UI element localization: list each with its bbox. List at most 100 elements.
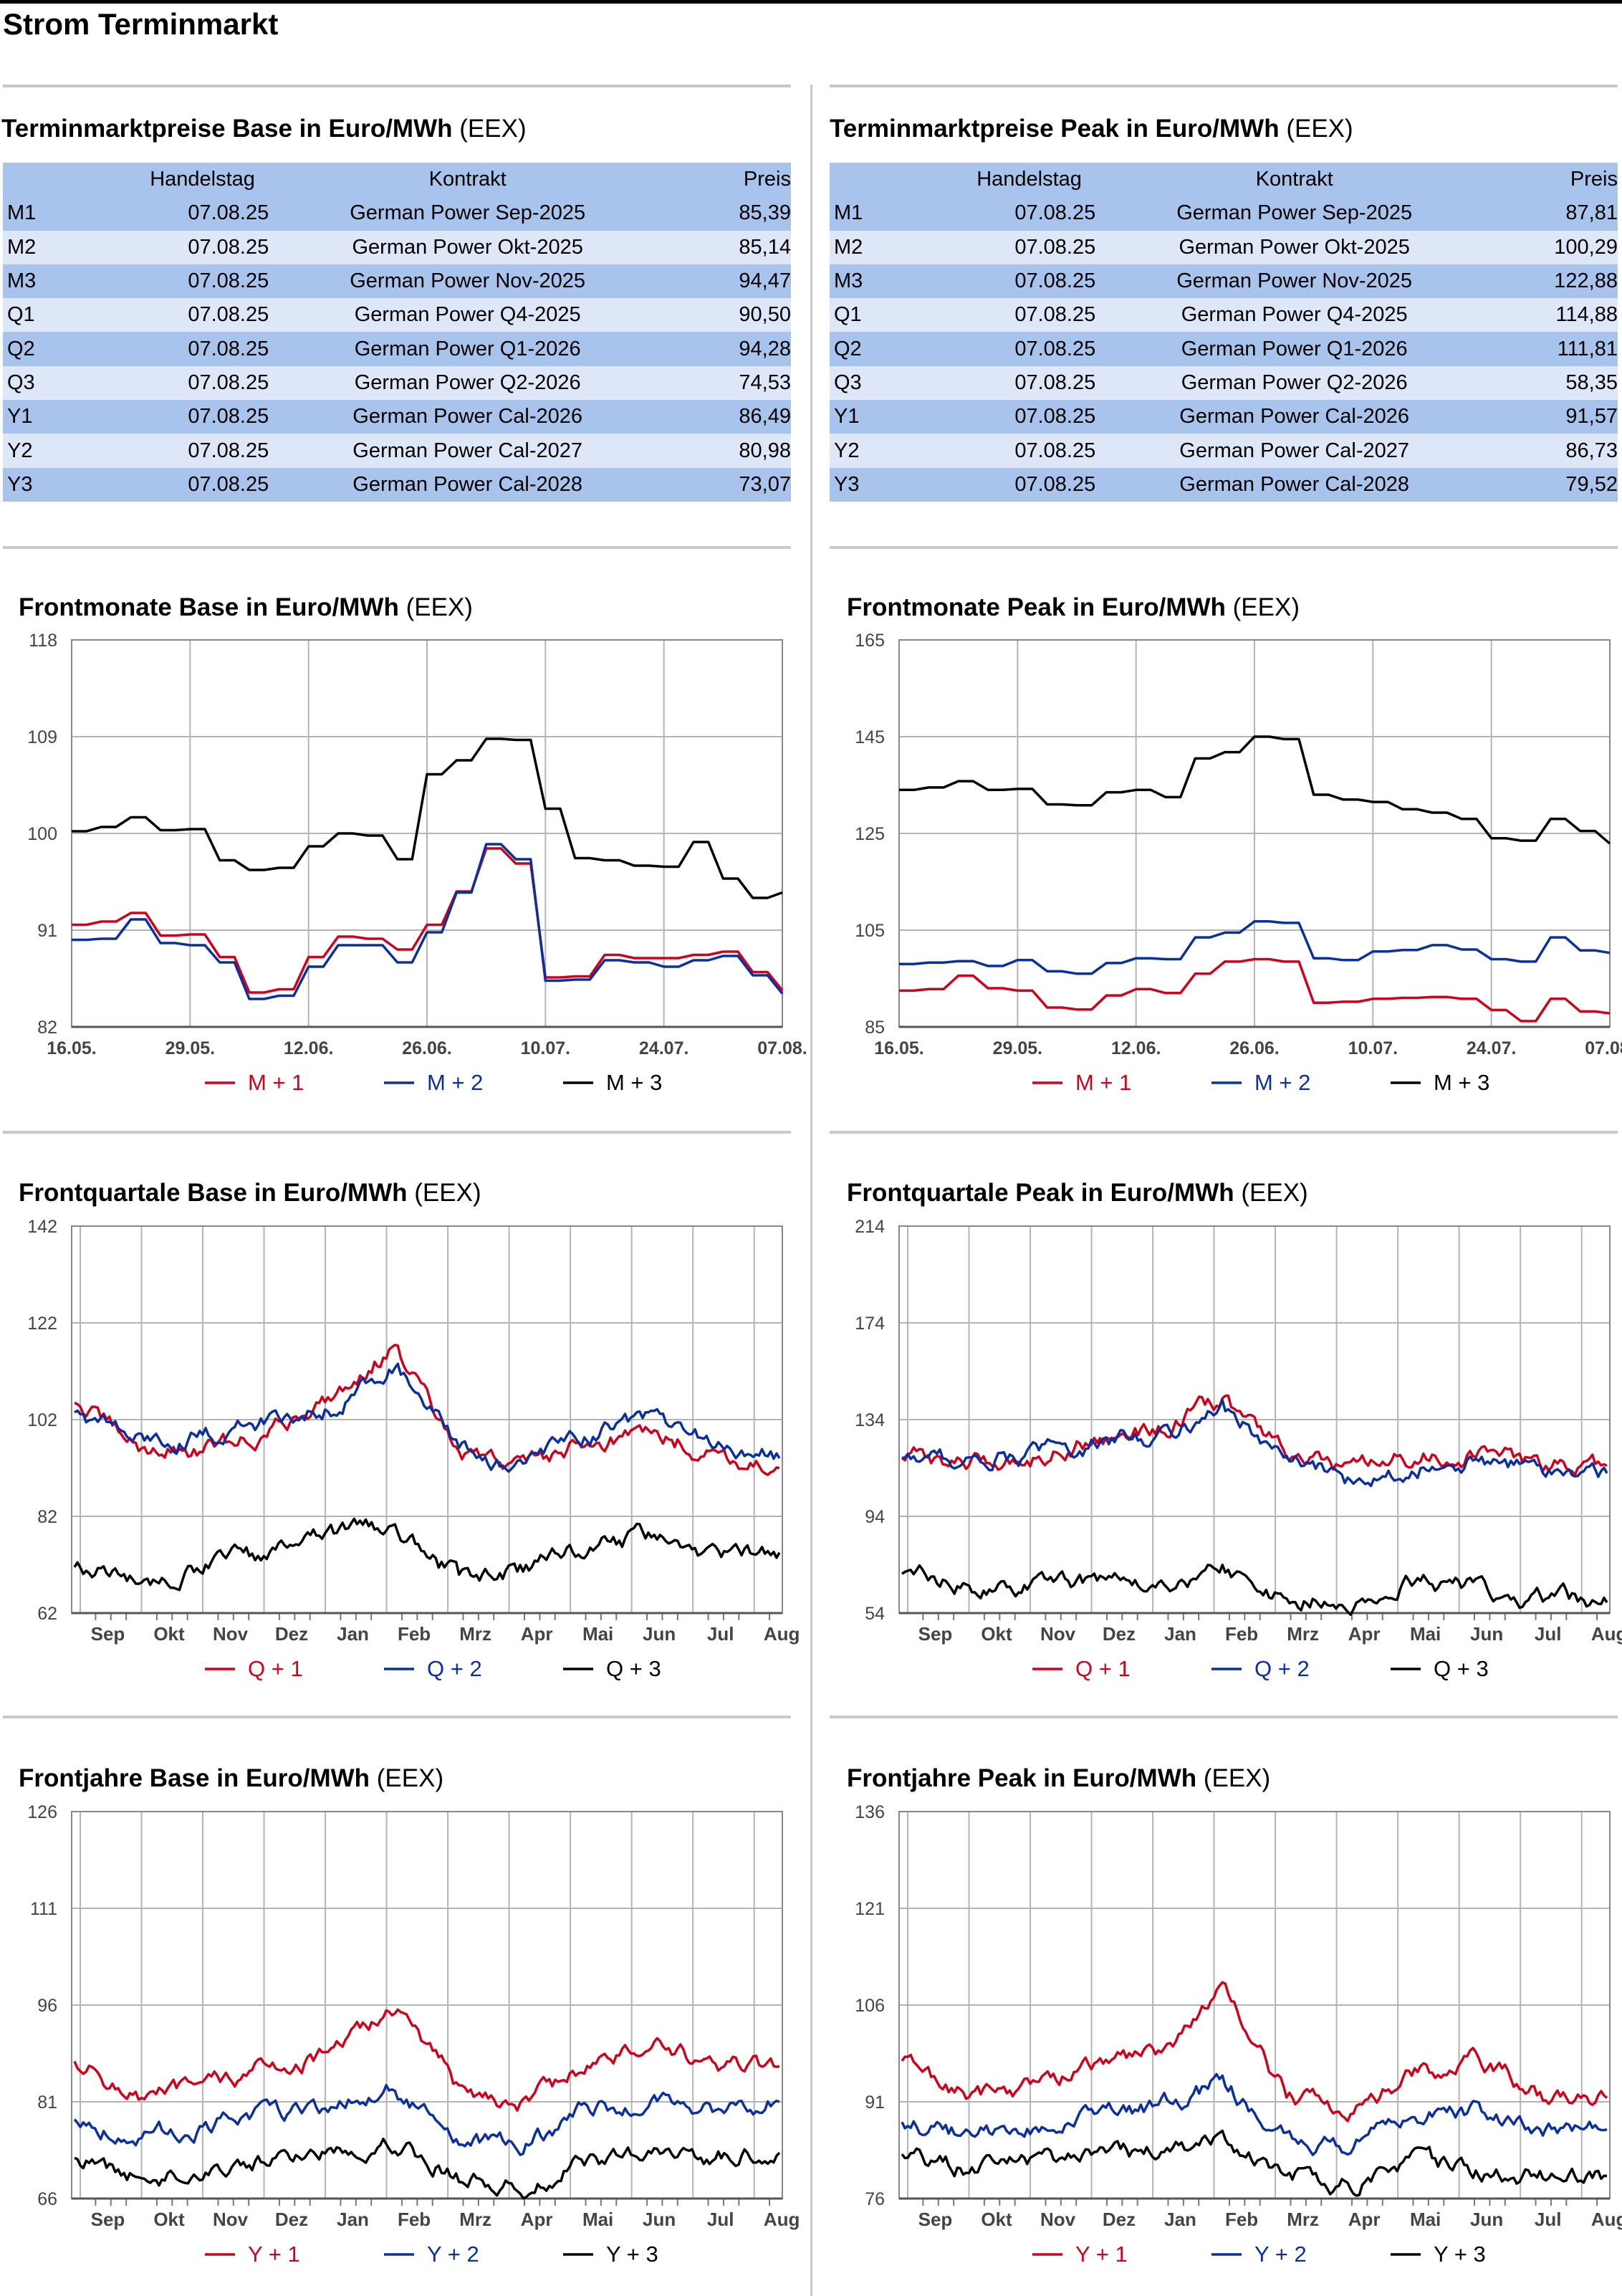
table-cell-code: Y2 <box>3 434 132 468</box>
x-tick-label: Nov <box>1040 1623 1076 1645</box>
base-table-title: Terminmarktpreise Base in Euro/MWh (EEX) <box>1 115 527 143</box>
x-tick-label: 24.07. <box>639 1038 689 1058</box>
chart-title-source: (EEX) <box>376 1764 444 1792</box>
x-tick-label: Apr <box>1348 1623 1381 1645</box>
legend-entry: M + 2 <box>1211 1070 1310 1095</box>
x-tick-label: Mai <box>582 2209 613 2230</box>
table-cell-contract: German Power Cal-2028 <box>1095 467 1489 502</box>
table-cell-price: 100,29 <box>1489 230 1618 264</box>
table-cell-price: 122,88 <box>1489 264 1618 299</box>
x-tick-label: Jun <box>1470 1623 1503 1645</box>
table-row: Y3 07.08.25 German Power Cal-2028 73,07 <box>3 467 791 502</box>
y-tick-label: 91 <box>37 921 57 941</box>
x-tick-label: 10.07. <box>1348 1038 1398 1058</box>
table-cell-price: 80,98 <box>662 434 791 468</box>
table-header-cell <box>3 163 132 197</box>
y-tick-label: 81 <box>37 2092 57 2113</box>
table-header-row: Handelstag Kontrakt Preis <box>3 163 791 197</box>
table-cell-price: 111,81 <box>1489 332 1618 366</box>
table-cell-price: 91,57 <box>1489 400 1618 434</box>
y-tick-label: 165 <box>855 631 885 651</box>
x-tick-label: Sep <box>918 2209 953 2230</box>
legend-entry: Y + 2 <box>1211 2242 1307 2267</box>
x-tick-label: 29.05. <box>993 1038 1043 1058</box>
x-tick-label: 26.06. <box>1229 1038 1280 1058</box>
x-tick-label: Apr <box>521 2209 553 2230</box>
table-cell-price: 87,81 <box>1489 196 1618 231</box>
legend-label: Q + 3 <box>1434 1656 1489 1681</box>
table-cell-price: 58,35 <box>1489 365 1618 401</box>
x-tick-label: 16.05. <box>47 1038 97 1058</box>
x-tick-label: Mrz <box>459 2209 491 2230</box>
y-tick-label: 134 <box>855 1410 885 1430</box>
table-cell-contract: German Power Sep-2025 <box>269 196 663 231</box>
y-tick-label: 100 <box>27 824 57 844</box>
series-line-2 <box>74 1362 781 1473</box>
table-cell-price: 74,53 <box>662 365 791 401</box>
table-cell-contract: German Power Q4-2025 <box>1095 298 1489 333</box>
table-header-cell: Preis <box>1489 163 1618 197</box>
table-row: M1 07.08.25 German Power Sep-2025 87,81 <box>830 196 1618 231</box>
table-cell-contract: German Power Cal-2026 <box>1095 400 1489 434</box>
table-cell-contract: German Power Sep-2025 <box>1095 196 1489 231</box>
legend-label: M + 3 <box>1434 1070 1489 1095</box>
y-tick-label: 214 <box>855 1217 885 1237</box>
table-cell-price: 86,73 <box>1489 434 1618 468</box>
legend-entry: Y + 3 <box>563 2242 658 2267</box>
x-tick-label: Mrz <box>459 1623 491 1645</box>
table-cell-date: 07.08.25 <box>958 230 1096 264</box>
table-cell-code: M2 <box>830 230 959 264</box>
x-tick-label: Okt <box>153 1623 185 1645</box>
legend-entry: M + 1 <box>1032 1070 1131 1095</box>
peak-table-title-source: (EEX) <box>1286 115 1353 143</box>
top-rule <box>0 0 1622 4</box>
x-tick-label: Mai <box>1410 1623 1441 1645</box>
y-tick-label: 105 <box>855 921 885 941</box>
table-cell-date: 07.08.25 <box>131 400 269 434</box>
table-row: Y1 07.08.25 German Power Cal-2026 91,57 <box>830 400 1618 434</box>
chart-title-text: Frontmonate Base in Euro/MWh <box>19 593 399 621</box>
y-tick-label: 125 <box>855 824 885 844</box>
legend-label: Q + 1 <box>1075 1656 1131 1681</box>
table-cell-contract: German Power Okt-2025 <box>1095 230 1489 264</box>
x-tick-label: Apr <box>1348 2209 1381 2230</box>
x-tick-label: Apr <box>521 1623 553 1645</box>
table-cell-code: Y2 <box>830 434 959 468</box>
x-tick-label: Mai <box>1410 2209 1441 2230</box>
table-cell-date: 07.08.25 <box>131 434 269 468</box>
table-header-cell: Handelstag <box>131 163 269 197</box>
chart-title-text: Frontjahre Peak in Euro/MWh <box>847 1764 1197 1792</box>
legend-label: Y + 3 <box>606 2242 658 2267</box>
table-row: M3 07.08.25 German Power Nov-2025 94,47 <box>3 264 791 299</box>
legend-label: M + 1 <box>1075 1070 1131 1095</box>
table-cell-code: Y1 <box>3 400 132 434</box>
table-row: Q2 07.08.25 German Power Q1-2026 111,81 <box>830 332 1618 366</box>
x-tick-label: Okt <box>981 2209 1012 2230</box>
y-tick-label: 109 <box>27 727 57 747</box>
table-cell-code: M3 <box>3 264 132 299</box>
base-table-title-source: (EEX) <box>459 115 527 143</box>
legend-entry: Y + 1 <box>205 2242 300 2267</box>
table-row: M1 07.08.25 German Power Sep-2025 85,39 <box>3 196 791 231</box>
chart-title: Frontjahre Peak in Euro/MWh (EEX) <box>847 1764 1270 1793</box>
x-tick-label: Okt <box>981 1623 1012 1645</box>
table-row: Y3 07.08.25 German Power Cal-2028 79,52 <box>830 467 1618 502</box>
table-cell-price: 94,47 <box>662 264 791 299</box>
series-line-3 <box>73 1517 781 1592</box>
x-tick-label: 10.07. <box>521 1038 571 1058</box>
y-tick-label: 82 <box>37 1507 57 1527</box>
y-tick-label: 62 <box>37 1604 57 1624</box>
x-tick-label: Jul <box>1535 1623 1562 1645</box>
legend-entry: Q + 2 <box>384 1656 482 1681</box>
series-line-1 <box>72 847 784 994</box>
legend-label: Y + 1 <box>1075 2242 1128 2267</box>
x-tick-label: Jun <box>643 1623 676 1645</box>
table-cell-price: 85,14 <box>662 230 791 264</box>
table-cell-price: 94,28 <box>662 332 791 366</box>
legend-entry: Q + 3 <box>563 1656 661 1681</box>
y-tick-label: 121 <box>855 1899 885 1919</box>
y-tick-label: 94 <box>865 1507 885 1527</box>
y-tick-label: 54 <box>865 1604 885 1624</box>
y-tick-label: 145 <box>855 727 885 747</box>
legend-label: M + 2 <box>427 1070 483 1095</box>
